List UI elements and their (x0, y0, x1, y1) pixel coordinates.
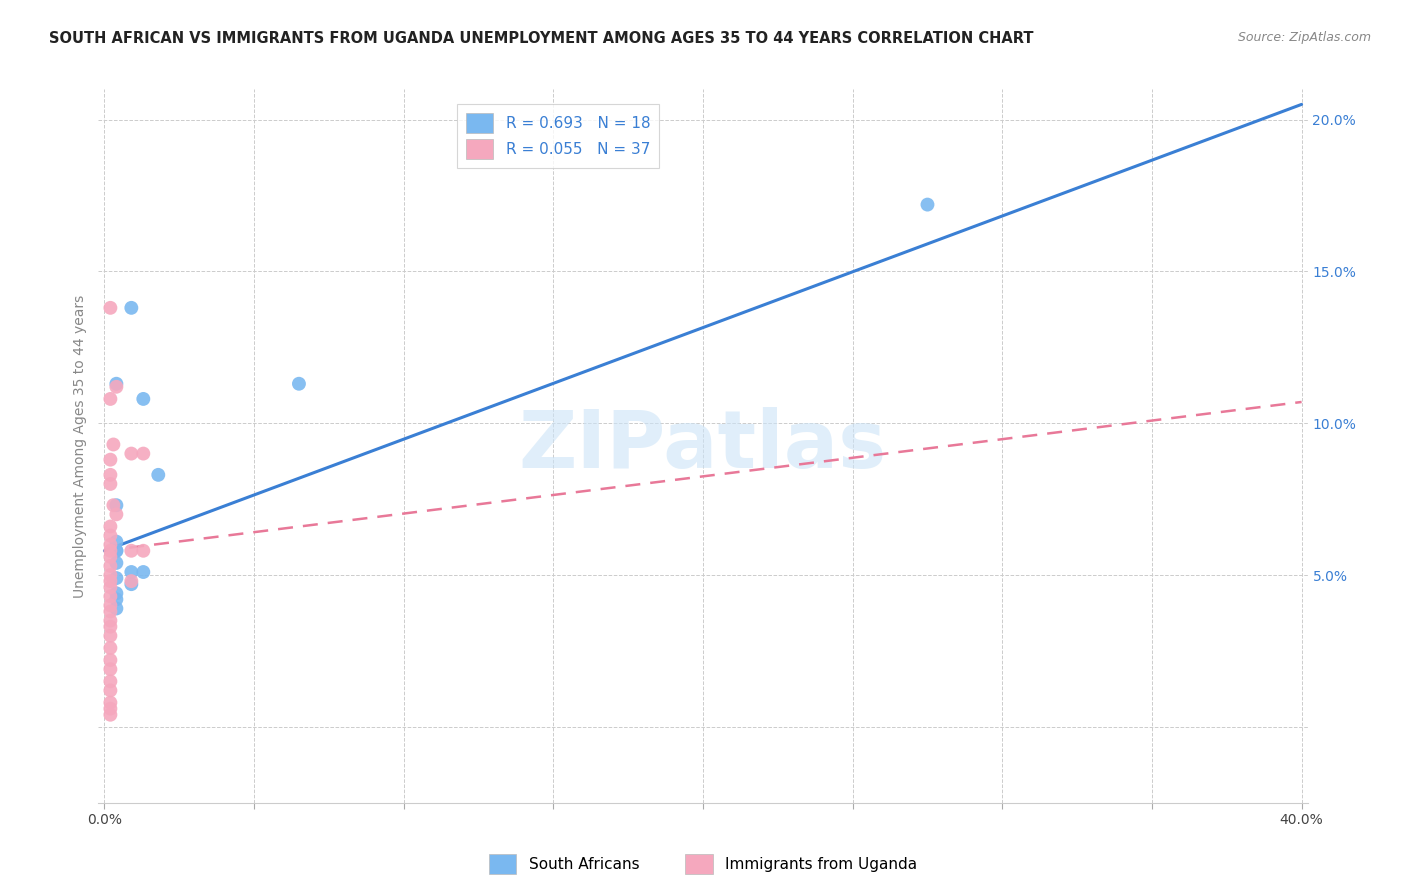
Point (100, 543, 122, 558)
Point (132, 565, 155, 579)
Point (100, 392, 122, 406)
Point (100, 467, 122, 482)
Point (120, 543, 142, 558)
Point (132, 543, 155, 558)
Legend: R = 0.693   N = 18, R = 0.055   N = 37: R = 0.693 N = 18, R = 0.055 N = 37 (457, 104, 659, 168)
Point (100, 614, 122, 628)
Point (100, 653, 122, 667)
Point (100, 640, 122, 655)
Point (100, 701, 122, 715)
Point (132, 447, 155, 461)
Point (105, 543, 128, 558)
Point (105, 376, 128, 391)
Point (100, 568, 122, 582)
Point (100, 590, 122, 604)
Point (100, 662, 122, 676)
Y-axis label: Unemployment Among Ages 35 to 44 years: Unemployment Among Ages 35 to 44 years (73, 294, 87, 598)
Point (100, 519, 122, 533)
Point (100, 674, 122, 689)
Point (100, 301, 122, 315)
Point (100, 696, 122, 710)
Point (105, 543, 128, 558)
Point (105, 380, 128, 394)
Text: Source: ZipAtlas.com: Source: ZipAtlas.com (1237, 31, 1371, 45)
Point (100, 549, 122, 564)
Point (100, 580, 122, 594)
Point (100, 574, 122, 588)
Point (120, 301, 142, 315)
Point (917, 197, 939, 211)
Point (120, 574, 142, 588)
Point (105, 556, 128, 570)
Legend: South Africans, Immigrants from Uganda: South Africans, Immigrants from Uganda (482, 848, 924, 880)
Point (100, 620, 122, 634)
Point (105, 508, 128, 522)
Point (288, 376, 311, 391)
Point (132, 392, 155, 406)
Point (100, 528, 122, 542)
Point (148, 467, 170, 482)
Point (100, 599, 122, 613)
Text: ZIPatlas: ZIPatlas (519, 407, 887, 485)
Point (100, 452, 122, 467)
Point (103, 437, 125, 451)
Point (100, 538, 122, 552)
Point (105, 592, 128, 607)
Point (100, 477, 122, 491)
Point (100, 558, 122, 573)
Point (103, 498, 125, 512)
Point (100, 683, 122, 698)
Point (105, 571, 128, 585)
Text: SOUTH AFRICAN VS IMMIGRANTS FROM UGANDA UNEMPLOYMENT AMONG AGES 35 TO 44 YEARS C: SOUTH AFRICAN VS IMMIGRANTS FROM UGANDA … (49, 31, 1033, 46)
Point (100, 707, 122, 722)
Point (105, 498, 128, 512)
Point (120, 577, 142, 591)
Point (105, 601, 128, 615)
Point (105, 534, 128, 549)
Point (100, 605, 122, 619)
Point (100, 629, 122, 643)
Point (120, 565, 142, 579)
Point (105, 586, 128, 600)
Point (120, 447, 142, 461)
